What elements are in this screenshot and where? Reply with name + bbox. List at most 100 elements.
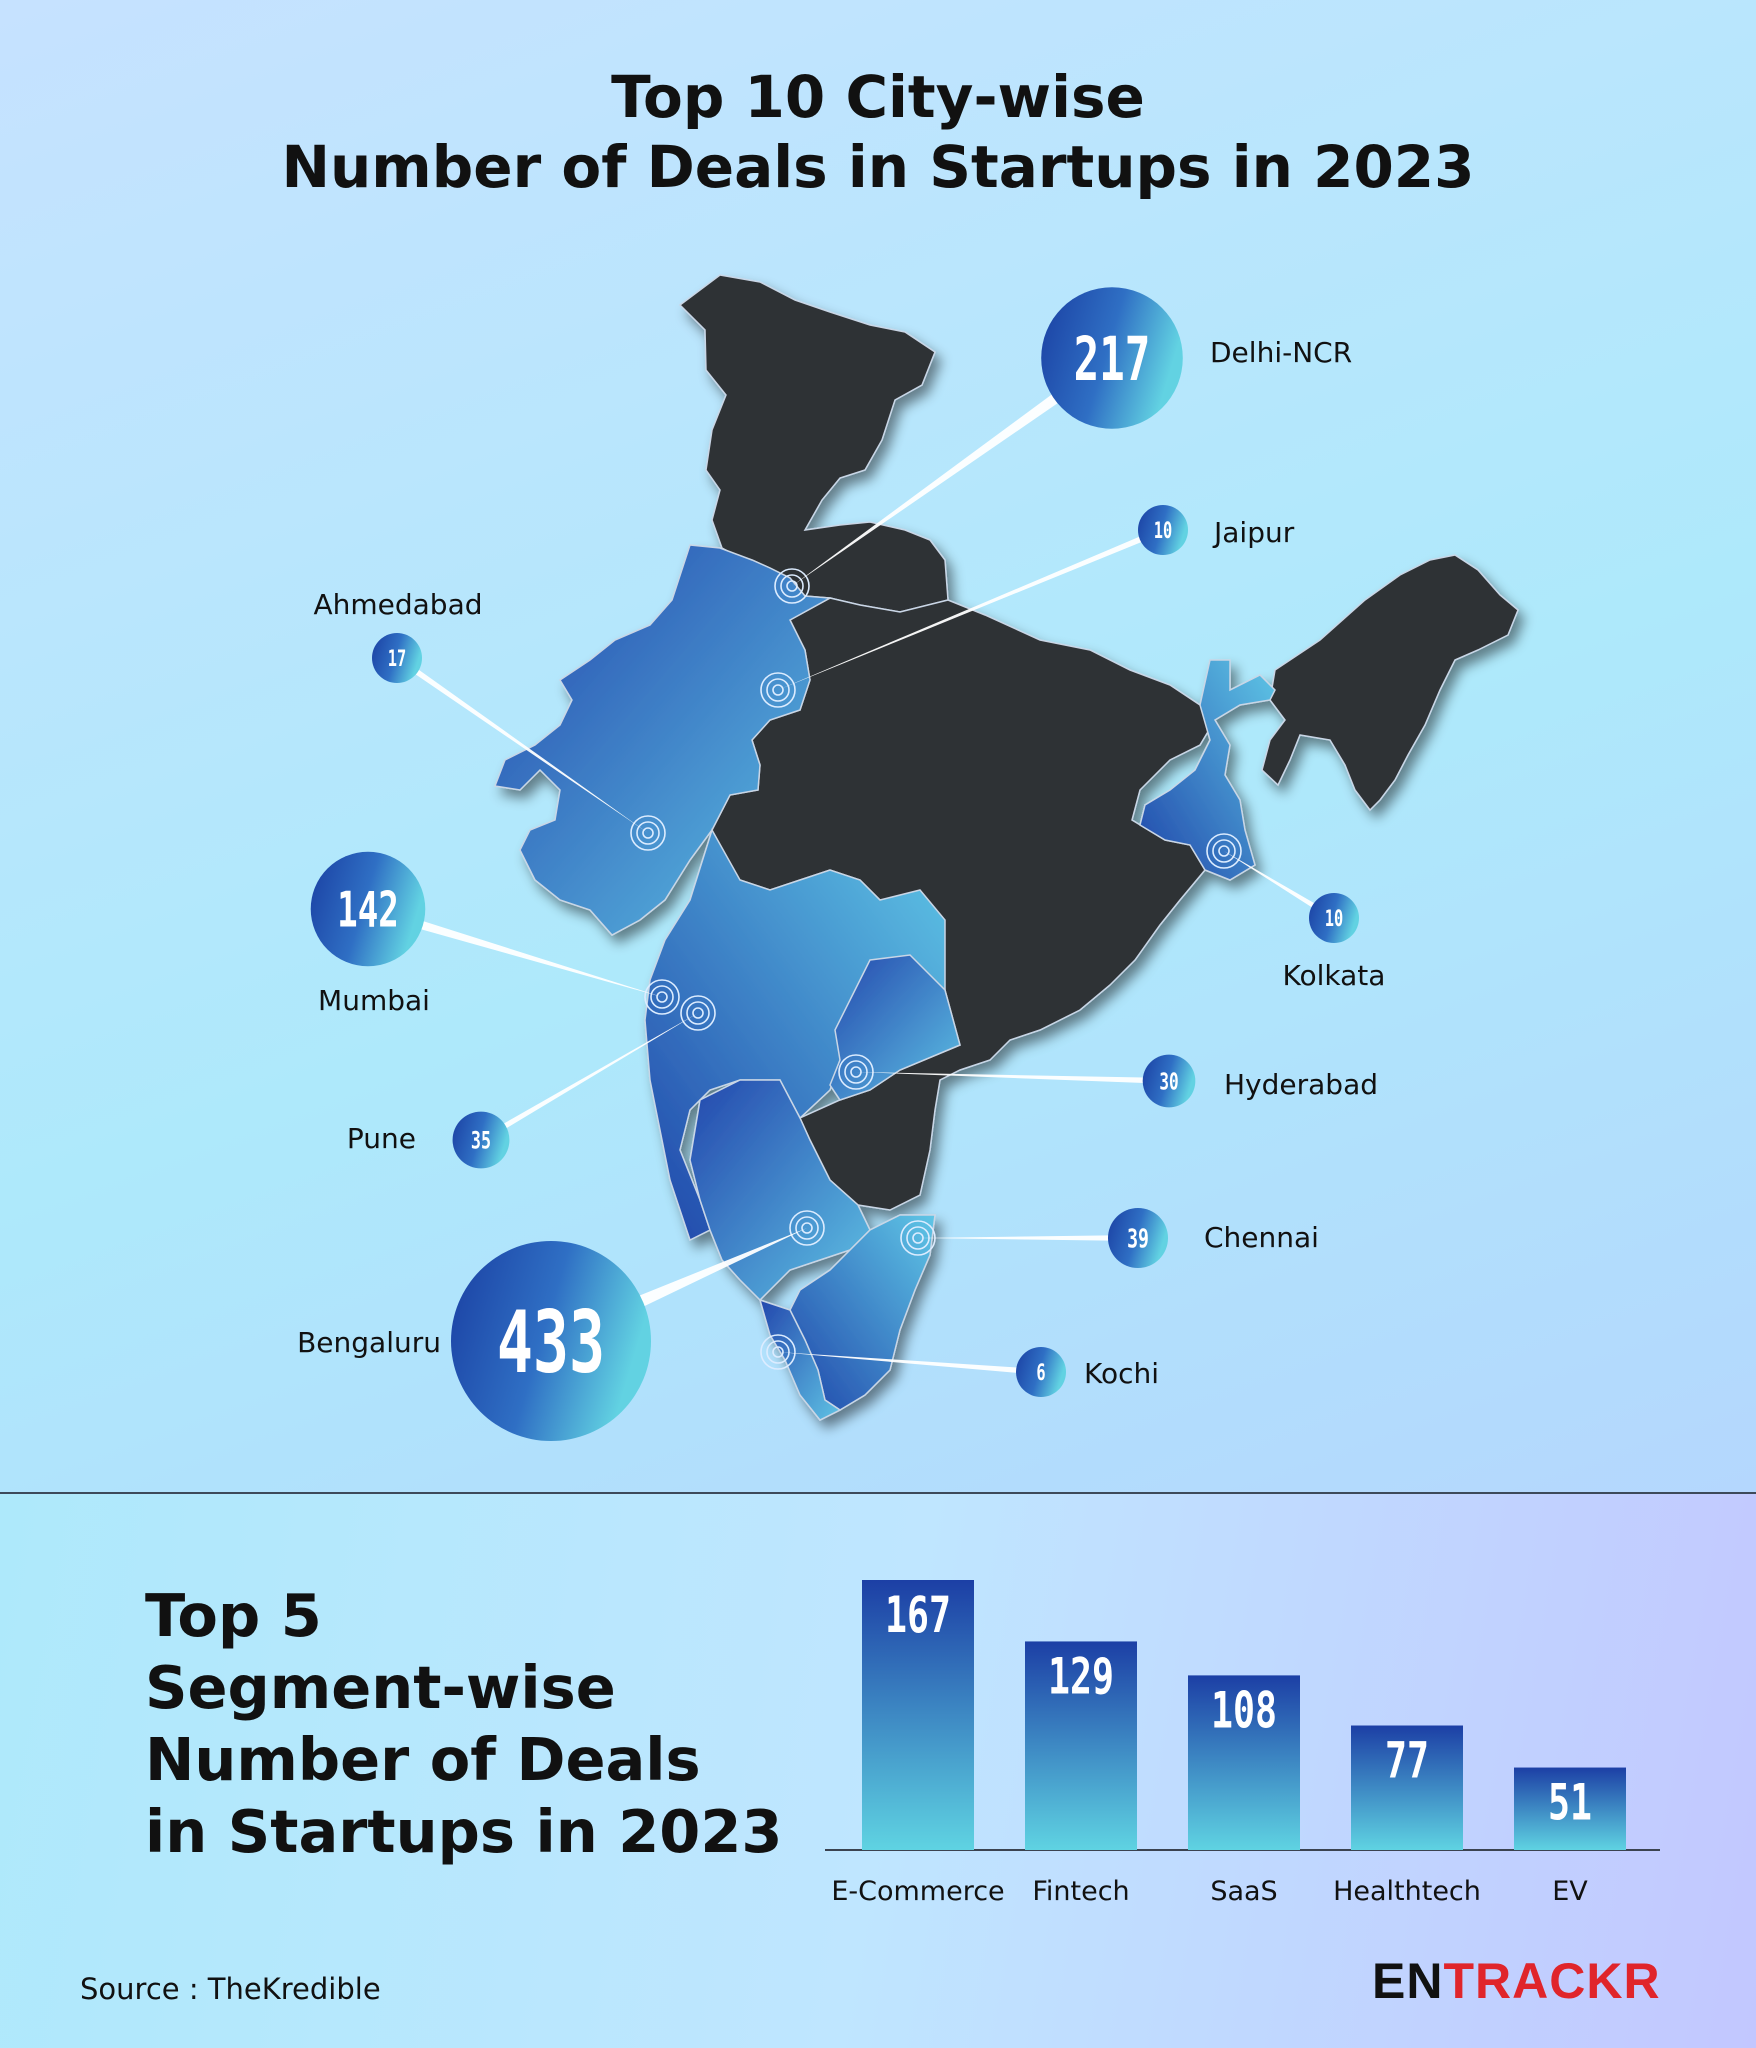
bar-group-healthtech: 77 Healthtech bbox=[1333, 1725, 1481, 1907]
city-label-mumbai: Mumbai bbox=[318, 984, 430, 1017]
marker-delhi bbox=[774, 568, 810, 604]
connector-kolkata bbox=[1224, 851, 1336, 921]
bubble-value-chennai: 39 bbox=[1127, 1224, 1149, 1254]
bar-fintech bbox=[1025, 1641, 1137, 1850]
bubble-value-delhi-ncr: 217 bbox=[1074, 324, 1151, 395]
bar-value-ev: 51 bbox=[1548, 1774, 1592, 1832]
bar-group-saas: 108 SaaS bbox=[1188, 1675, 1300, 1907]
state-west bbox=[493, 544, 833, 936]
marker-kochi bbox=[760, 1334, 796, 1370]
bubble-bengaluru bbox=[451, 1241, 651, 1441]
marker-bengaluru bbox=[789, 1210, 825, 1246]
connector-delhi-ncr bbox=[792, 352, 1116, 586]
bubble-value-kolkata: 10 bbox=[1325, 907, 1343, 932]
india-map: 433 Bengaluru 217 Delhi-NCR 142 Mumbai 39 Chenn… bbox=[297, 274, 1519, 1441]
city-label-chennai: Chennai bbox=[1204, 1221, 1319, 1254]
bubble-ahmedabad bbox=[372, 633, 422, 683]
bubble-kochi bbox=[1016, 1347, 1066, 1397]
segment-chart-title: Top 5 Segment-wise Number of Deals in St… bbox=[145, 1580, 805, 1868]
bar-value-fintech: 129 bbox=[1048, 1647, 1114, 1705]
city-label-kochi: Kochi bbox=[1084, 1357, 1159, 1390]
page-title: Top 10 City-wise Number of Deals in Star… bbox=[0, 62, 1756, 202]
bubble-value-ahmedabad: 17 bbox=[388, 647, 406, 672]
bar-healthtech bbox=[1351, 1725, 1463, 1850]
segment-title-line-4: in Startups in 2023 bbox=[145, 1797, 783, 1866]
state-kerala bbox=[758, 1298, 842, 1421]
city-bubble-ahmedabad: 17 Ahmedabad bbox=[313, 588, 648, 833]
connector-mumbai bbox=[366, 904, 662, 997]
bubble-jaipur bbox=[1138, 505, 1188, 555]
bubble-value-kochi: 6 bbox=[1036, 1361, 1045, 1386]
marker-kolkata bbox=[1206, 833, 1242, 869]
bar-ev bbox=[1514, 1767, 1626, 1850]
bubble-delhi-ncr bbox=[1041, 287, 1183, 429]
bar-value-e-commerce: 167 bbox=[885, 1586, 951, 1644]
bars: 167 E-Commerce 129 Fintech 108 SaaS 77 Healthte… bbox=[831, 1580, 1626, 1907]
city-label-hyderabad: Hyderabad bbox=[1224, 1068, 1378, 1101]
marker-pune bbox=[680, 995, 716, 1031]
connector-kochi bbox=[778, 1352, 1042, 1375]
bar-label-healthtech: Healthtech bbox=[1333, 1876, 1481, 1907]
connector-ahmedabad bbox=[395, 655, 648, 833]
segment-title-line-3: Number of Deals bbox=[145, 1725, 701, 1794]
connector-jaipur bbox=[778, 527, 1165, 690]
connector-chennai bbox=[918, 1235, 1138, 1241]
bubble-value-pune: 35 bbox=[471, 1127, 491, 1155]
city-bubble-chennai: 39 Chennai bbox=[918, 1207, 1319, 1269]
bubble-value-bengaluru: 433 bbox=[497, 1293, 605, 1393]
bubble-kolkata bbox=[1309, 893, 1359, 943]
city-label-bengaluru: Bengaluru bbox=[297, 1326, 441, 1359]
city-bubble-kolkata: 10 Kolkata bbox=[1224, 851, 1385, 992]
title-line-1: Top 10 City-wise bbox=[611, 63, 1145, 131]
title-line-2: Number of Deals in Startups in 2023 bbox=[281, 133, 1475, 201]
bar-group-fintech: 129 Fintech bbox=[1025, 1641, 1137, 1907]
bar-saas bbox=[1188, 1675, 1300, 1850]
city-bubble-jaipur: 10 Jaipur bbox=[778, 505, 1295, 690]
bubble-chennai bbox=[1107, 1207, 1169, 1269]
city-bubble-mumbai: 142 Mumbai bbox=[310, 851, 662, 1017]
city-bubbles: 433 Bengaluru 217 Delhi-NCR 142 Mumbai 39 Chenn… bbox=[297, 287, 1385, 1441]
brand-part-2: TRACKR bbox=[1443, 1953, 1661, 2009]
segment-title-line-2: Segment-wise bbox=[145, 1653, 616, 1722]
city-label-pune: Pune bbox=[347, 1122, 416, 1155]
bar-value-healthtech: 77 bbox=[1385, 1732, 1429, 1790]
bar-value-saas: 108 bbox=[1211, 1681, 1277, 1739]
connector-pune bbox=[479, 1013, 698, 1143]
connector-hyderabad bbox=[856, 1072, 1170, 1084]
city-label-jaipur: Jaipur bbox=[1212, 516, 1295, 549]
state-karnataka bbox=[689, 1079, 871, 1302]
city-bubble-bengaluru: 433 Bengaluru bbox=[297, 1228, 807, 1441]
section-divider bbox=[0, 1492, 1756, 1494]
city-markers bbox=[630, 568, 1242, 1370]
bar-label-fintech: Fintech bbox=[1032, 1876, 1129, 1907]
bar-group-ev: 51 EV bbox=[1514, 1767, 1626, 1907]
bar-label-saas: SaaS bbox=[1210, 1876, 1277, 1907]
bubble-value-hyderabad: 30 bbox=[1159, 1069, 1178, 1095]
marker-hyderabad bbox=[838, 1054, 874, 1090]
marker-jaipur bbox=[760, 672, 796, 708]
bubble-mumbai bbox=[310, 851, 426, 967]
bubble-value-mumbai: 142 bbox=[337, 882, 399, 939]
bar-label-ev: EV bbox=[1552, 1876, 1588, 1907]
marker-ahmedabad bbox=[630, 815, 666, 851]
city-bubble-hyderabad: 30 Hyderabad bbox=[856, 1054, 1378, 1108]
bubble-value-jaipur: 10 bbox=[1154, 519, 1172, 544]
state-westbengal bbox=[1139, 659, 1276, 881]
map-shapes bbox=[493, 274, 1519, 1421]
state-north bbox=[678, 274, 949, 613]
city-label-delhi-ncr: Delhi-NCR bbox=[1210, 336, 1352, 369]
bar-group-e-commerce: 167 E-Commerce bbox=[831, 1580, 1005, 1907]
state-northeast bbox=[1261, 554, 1519, 812]
bar-label-e-commerce: E-Commerce bbox=[831, 1876, 1004, 1907]
city-bubble-kochi: 6 Kochi bbox=[778, 1347, 1159, 1397]
brand-part-1: EN bbox=[1372, 1953, 1444, 2009]
bubble-pune bbox=[452, 1111, 510, 1169]
marker-mumbai bbox=[644, 979, 680, 1015]
bubble-hyderabad bbox=[1142, 1054, 1196, 1108]
city-bubble-pune: 35 Pune bbox=[347, 1013, 698, 1169]
brand-logo: ENTRACKR bbox=[1372, 1952, 1661, 2010]
city-label-kolkata: Kolkata bbox=[1283, 959, 1386, 992]
bar-e-commerce bbox=[862, 1580, 974, 1850]
segment-bar-chart: 167 E-Commerce 129 Fintech 108 SaaS 77 Healthte… bbox=[825, 1580, 1660, 1907]
city-label-ahmedabad: Ahmedabad bbox=[313, 588, 482, 621]
